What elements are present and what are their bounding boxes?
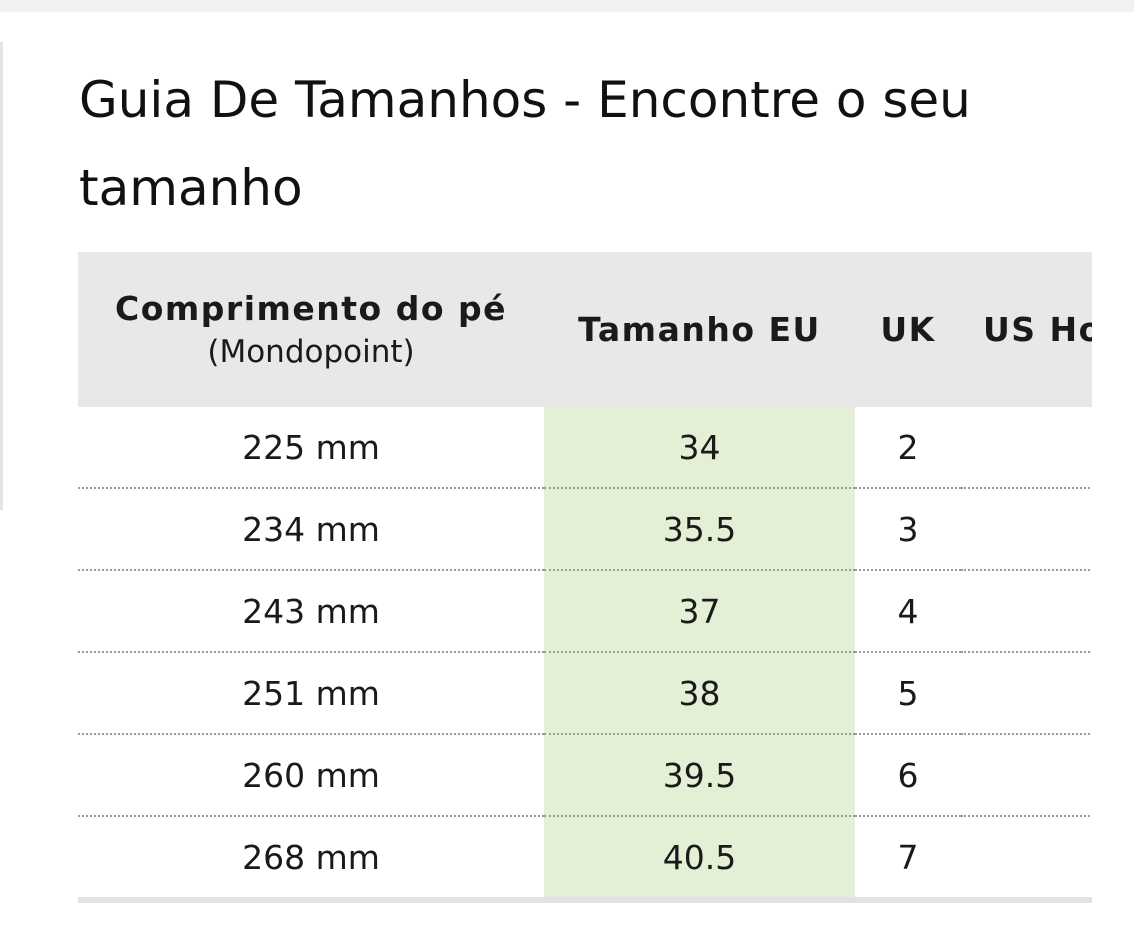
cell-uk-size: 5 xyxy=(855,652,961,735)
header-uk-size: UK xyxy=(855,252,961,407)
table-row: 260 mm 39.5 6 xyxy=(78,734,1092,817)
table-row: 225 mm 34 2 xyxy=(78,407,1092,489)
cell-us-size xyxy=(961,570,1092,653)
cell-us-size xyxy=(961,488,1092,571)
cell-eu-size: 39.5 xyxy=(544,734,855,817)
cell-us-size xyxy=(961,652,1092,735)
page-title: Guia De Tamanhos - Encontre o seu tamanh… xyxy=(79,71,971,217)
cell-foot-length: 243 mm xyxy=(78,570,544,653)
size-table-scroll-container[interactable]: Comprimento do pé (Mondopoint) Tamanho E… xyxy=(78,252,1092,912)
cell-eu-size: 35.5 xyxy=(544,488,855,571)
cell-foot-length: 234 mm xyxy=(78,488,544,571)
cell-foot-length: 268 mm xyxy=(78,816,544,903)
content-card: Guia De Tamanhos - Encontre o seu tamanh… xyxy=(0,12,1134,939)
cell-uk-size: 7 xyxy=(855,816,961,903)
cell-eu-size: 38 xyxy=(544,652,855,735)
header-us-size: US Ho xyxy=(961,252,1092,407)
cell-us-size xyxy=(961,816,1092,903)
cell-eu-size: 37 xyxy=(544,570,855,653)
size-guide-table: Comprimento do pé (Mondopoint) Tamanho E… xyxy=(78,252,1092,903)
cell-foot-length: 225 mm xyxy=(78,407,544,489)
header-foot-length: Comprimento do pé (Mondopoint) xyxy=(78,252,544,407)
table-row: 268 mm 40.5 7 xyxy=(78,816,1092,903)
cell-uk-size: 4 xyxy=(855,570,961,653)
cell-us-size xyxy=(961,407,1092,489)
left-edge-divider xyxy=(0,42,3,510)
cell-uk-size: 6 xyxy=(855,734,961,817)
table-row: 234 mm 35.5 3 xyxy=(78,488,1092,571)
cell-uk-size: 2 xyxy=(855,407,961,489)
header-eu-size: Tamanho EU xyxy=(544,252,855,407)
cell-eu-size: 40.5 xyxy=(544,816,855,903)
table-header-row: Comprimento do pé (Mondopoint) Tamanho E… xyxy=(78,252,1092,407)
table-row: 243 mm 37 4 xyxy=(78,570,1092,653)
cell-foot-length: 251 mm xyxy=(78,652,544,735)
header-foot-length-sub: (Mondopoint) xyxy=(207,334,415,370)
cell-us-size xyxy=(961,734,1092,817)
cell-foot-length: 260 mm xyxy=(78,734,544,817)
cell-uk-size: 3 xyxy=(855,488,961,571)
cell-eu-size: 34 xyxy=(544,407,855,489)
table-row: 251 mm 38 5 xyxy=(78,652,1092,735)
header-foot-length-label: Comprimento do pé xyxy=(115,289,507,328)
